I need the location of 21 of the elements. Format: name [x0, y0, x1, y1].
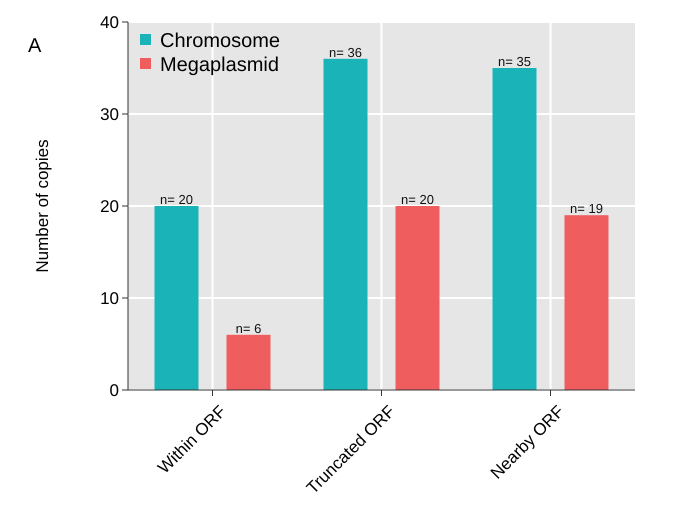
data-label: n= 19	[570, 201, 603, 216]
data-label: n= 20	[160, 192, 193, 207]
legend-label: Chromosome	[160, 30, 280, 52]
legend-label: Megaplasmid	[160, 54, 279, 76]
bar	[226, 334, 270, 390]
bar	[396, 206, 440, 390]
y-tick-label: 10	[100, 288, 119, 308]
data-label: n= 6	[236, 320, 262, 336]
y-tick-label: 30	[100, 104, 119, 124]
y-axis-title: Number of copies	[33, 139, 52, 273]
y-tick-label: 40	[100, 12, 119, 32]
y-tick-label: 0	[110, 380, 119, 400]
bar	[564, 215, 608, 390]
bar	[492, 68, 536, 390]
data-label: n= 36	[329, 44, 362, 60]
data-label: n= 20	[401, 192, 434, 207]
bar	[154, 206, 198, 390]
bar	[324, 58, 368, 390]
data-label: n= 35	[498, 54, 531, 69]
text: A	[28, 35, 42, 57]
y-tick-label: 20	[100, 196, 119, 216]
